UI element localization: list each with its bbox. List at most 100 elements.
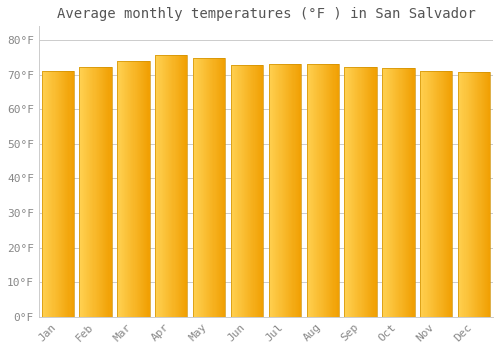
Bar [169,55,170,317]
Bar [429,71,430,317]
Bar [250,65,252,317]
Bar [168,55,169,317]
Bar [126,61,127,317]
Bar [148,61,150,317]
Bar [462,72,464,317]
Bar [412,68,414,317]
Bar [44,71,45,317]
Bar [105,67,106,317]
Bar [300,64,301,317]
Bar [484,72,485,317]
Bar [208,58,209,317]
Bar [258,65,259,317]
Bar [246,65,247,317]
Bar [286,64,287,317]
Bar [90,67,92,317]
Bar [448,71,449,317]
Bar [309,64,310,317]
Bar [259,65,260,317]
Bar [146,61,148,317]
Bar [320,64,322,317]
Bar [405,68,406,317]
Bar [219,58,220,317]
Bar [60,71,61,317]
Bar [470,72,471,317]
Bar [353,68,354,317]
Bar [156,55,158,317]
Bar [390,68,391,317]
Bar [458,72,459,317]
Bar [193,58,194,317]
Bar [214,58,216,317]
Bar [296,64,298,317]
Bar [408,68,409,317]
Bar [284,64,285,317]
Bar [393,68,394,317]
Bar [370,68,372,317]
Bar [62,71,63,317]
Bar [89,67,90,317]
Bar [128,61,129,317]
Bar [85,67,86,317]
Bar [138,61,139,317]
Bar [487,72,488,317]
Bar [440,71,442,317]
Bar [86,67,87,317]
Bar [355,68,356,317]
Bar [398,68,400,317]
Bar [328,64,329,317]
Bar [435,71,436,317]
Bar [141,61,142,317]
Bar [176,55,178,317]
Bar [368,68,369,317]
Bar [63,71,64,317]
Bar [118,61,150,317]
Bar [409,68,410,317]
Bar [476,72,478,317]
Bar [139,61,140,317]
Bar [125,61,126,317]
Bar [143,61,144,317]
Bar [324,64,325,317]
Bar [332,64,334,317]
Bar [172,55,174,317]
Bar [124,61,125,317]
Bar [384,68,386,317]
Bar [436,71,438,317]
Bar [186,55,188,317]
Bar [210,58,212,317]
Bar [56,71,58,317]
Bar [224,58,226,317]
Bar [238,65,240,317]
Bar [207,58,208,317]
Bar [233,65,234,317]
Bar [196,58,198,317]
Bar [424,71,426,317]
Bar [310,64,311,317]
Bar [180,55,181,317]
Bar [102,67,103,317]
Bar [395,68,396,317]
Bar [460,72,462,317]
Bar [206,58,207,317]
Bar [280,64,281,317]
Bar [464,72,466,317]
Bar [59,71,60,317]
Bar [254,65,256,317]
Bar [459,72,460,317]
Bar [306,64,339,317]
Bar [402,68,404,317]
Bar [422,71,424,317]
Bar [289,64,290,317]
Bar [167,55,168,317]
Bar [274,64,275,317]
Bar [327,64,328,317]
Bar [382,68,384,317]
Bar [372,68,374,317]
Bar [468,72,469,317]
Bar [130,61,132,317]
Bar [162,55,163,317]
Bar [103,67,104,317]
Bar [434,71,435,317]
Bar [194,58,195,317]
